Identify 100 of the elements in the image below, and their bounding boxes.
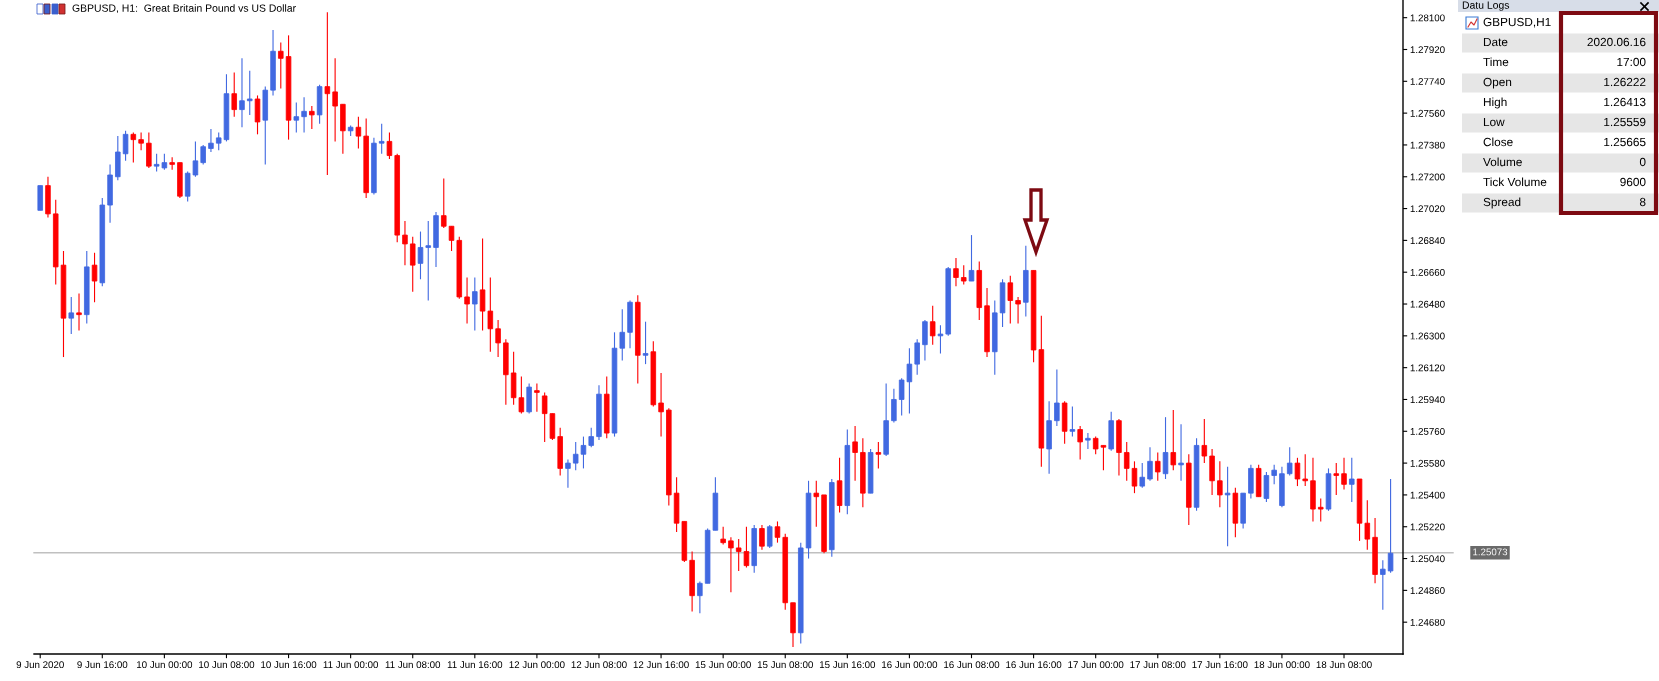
text: 2020.06.16 (1587, 37, 1646, 47)
chart-title: GBPUSD, H1: Great Britain Pound vs US Dollar (72, 4, 296, 14)
candlestick (402, 220, 408, 266)
candlestick (968, 234, 975, 282)
y-tick-label: 1.27020 (1410, 205, 1445, 213)
text: 0 (1639, 157, 1646, 167)
text: 1.25665 (1604, 137, 1646, 147)
candlestick (852, 425, 858, 482)
candlestick (534, 383, 540, 413)
candlestick (813, 480, 820, 528)
text: Volume (1483, 157, 1522, 167)
text: 8 (1639, 197, 1646, 207)
candlestick (464, 276, 470, 325)
candlestick (386, 132, 393, 160)
candlestick (332, 57, 338, 142)
x-tick-label: 15 Jun 16:00 (819, 661, 876, 669)
candlestick (146, 132, 152, 169)
y-tick-label: 1.26660 (1410, 268, 1445, 276)
candlestick (378, 123, 385, 155)
x-tick-label: 16 Jun 08:00 (944, 661, 1000, 669)
y-tick-label: 1.27740 (1410, 78, 1445, 85)
x-tick-label: 12 Jun 00:00 (509, 661, 565, 669)
text: Tick Volume (1483, 177, 1547, 187)
candlestick (759, 524, 765, 551)
x-tick-label: 11 Jun 00:00 (323, 661, 379, 669)
candlestick (425, 220, 431, 302)
y-tick-label: 1.27200 (1410, 173, 1445, 181)
candlestick (239, 57, 245, 128)
x-tick-label: 11 Jun 16:00 (447, 661, 503, 669)
candlestick (1263, 471, 1270, 503)
candlestick (922, 319, 928, 362)
candlestick (169, 156, 175, 171)
x-tick-label: 17 Jun 08:00 (1130, 661, 1186, 669)
x-tick-label: 15 Jun 00:00 (695, 661, 751, 669)
text: Close (1483, 137, 1513, 147)
y-tick-label: 1.25220 (1410, 523, 1445, 531)
text: 17:00 (1617, 57, 1646, 67)
ref-line-label: 1.25073 (1473, 548, 1508, 556)
candlestick (122, 130, 129, 162)
candlestick (1077, 425, 1083, 461)
candlestick (355, 116, 362, 150)
candlestick (472, 276, 478, 332)
candlestick (76, 292, 82, 332)
candlestick (231, 71, 237, 118)
candlestick (1201, 418, 1208, 464)
x-tick-label: 9 Jun 2020 (16, 661, 64, 669)
candlestick (728, 536, 734, 593)
candlestick (1333, 462, 1340, 496)
y-tick-label: 1.25040 (1410, 555, 1445, 563)
candlestick (1380, 559, 1386, 611)
candlestick (309, 105, 315, 130)
candlestick (247, 70, 253, 116)
y-tick-label: 1.26300 (1410, 332, 1445, 340)
y-tick-label: 1.27560 (1410, 109, 1445, 117)
candlestick (278, 41, 284, 89)
candlestick (1069, 405, 1076, 438)
candlestick (658, 372, 664, 438)
candlestick (409, 236, 416, 293)
candlestick (1217, 460, 1223, 508)
text: 1.26413 (1604, 97, 1646, 107)
candlestick (1139, 462, 1145, 489)
y-tick-label: 1.26840 (1410, 237, 1445, 245)
candlestick (937, 324, 944, 355)
candlestick (1178, 423, 1184, 482)
candlestick (891, 388, 897, 424)
x-tick-label: 9 Jun 16:00 (77, 661, 128, 669)
x-tick-label: 18 Jun 08:00 (1316, 661, 1372, 669)
candlestick (1170, 409, 1177, 471)
x-tick-label: 18 Jun 00:00 (1254, 661, 1310, 669)
candlestick (619, 308, 626, 362)
y-tick-label: 1.25940 (1410, 396, 1445, 404)
candlestick (565, 459, 571, 489)
text: Low (1483, 117, 1505, 127)
x-tick-label: 17 Jun 16:00 (1192, 661, 1248, 669)
candlestick (91, 252, 98, 303)
candlestick (697, 580, 703, 614)
candlestick (200, 144, 206, 165)
candlestick (495, 319, 501, 358)
candlestick (1147, 446, 1153, 482)
y-tick-label: 1.27380 (1410, 141, 1445, 149)
candlestick (1349, 457, 1355, 503)
y-tick-label: 1.27920 (1410, 46, 1445, 54)
candlestick (929, 305, 936, 346)
x-tick-label: 10 Jun 16:00 (261, 661, 317, 669)
text: Spread (1483, 197, 1521, 209)
candlestick (138, 132, 144, 151)
candlestick (208, 128, 214, 153)
candlestick (301, 96, 307, 134)
candlestick (130, 132, 137, 164)
candlestick (1007, 275, 1014, 325)
candlestick (960, 264, 967, 286)
candlestick (642, 321, 649, 365)
candlestick (1286, 446, 1293, 477)
candlestick (766, 524, 773, 549)
candlestick (1162, 416, 1169, 480)
x-tick-label: 16 Jun 00:00 (882, 661, 938, 669)
text: High (1483, 97, 1507, 109)
y-tick-label: 1.25400 (1410, 491, 1445, 499)
text: Open (1483, 77, 1512, 89)
text: 1.26222 (1604, 77, 1646, 87)
